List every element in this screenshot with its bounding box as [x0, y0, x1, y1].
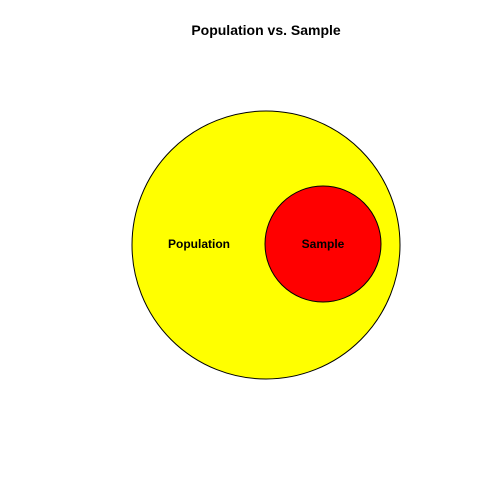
diagram-title: Population vs. Sample — [191, 22, 341, 38]
sample-circle — [264, 185, 382, 303]
population-label: Population — [168, 237, 230, 251]
sample-label: Sample — [302, 237, 345, 251]
